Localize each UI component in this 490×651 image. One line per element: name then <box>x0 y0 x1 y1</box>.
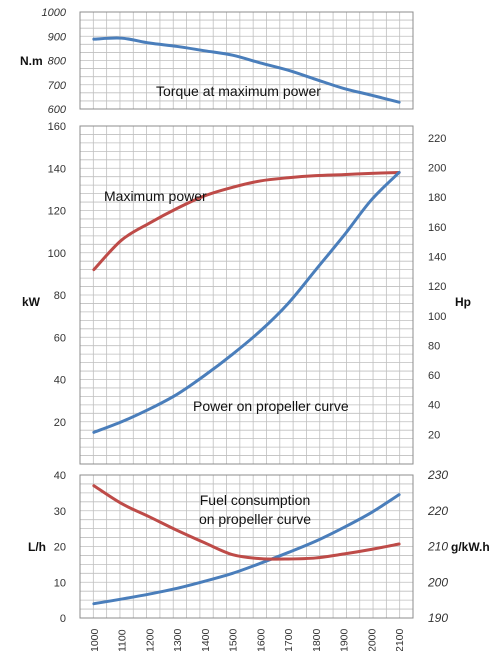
y2-tick-label-40: 40 <box>428 400 440 412</box>
power-grid <box>80 126 413 464</box>
y2-tick-label-200: 200 <box>427 575 448 589</box>
y-tick-label-140: 140 <box>48 163 66 175</box>
torque-unit-label: N.m <box>20 54 43 68</box>
y-tick-label-600: 600 <box>48 104 67 116</box>
y2-tick-label-20: 20 <box>428 429 440 441</box>
fuel-annotation-line2: on propeller curve <box>199 511 311 527</box>
torque-panel: 600 700 800 900 1000 N.m Torque at maximum p… <box>20 7 414 116</box>
y-tick-label-1000: 1000 <box>42 7 67 19</box>
fuel-lh-tick-labels: 0 10 20 30 40 <box>54 470 66 625</box>
x-tick-label-2100: 2100 <box>394 628 406 651</box>
x-tick-label-1900: 1900 <box>339 628 351 651</box>
torque-frame <box>79 11 414 110</box>
fuel-series <box>92 484 401 606</box>
y-tick-label-120: 120 <box>48 206 66 218</box>
x-tick-label-1600: 1600 <box>255 628 267 651</box>
rpm-tick-labels: 1000 1100 1200 1300 1400 1500 1600 1700 1800 1900… <box>89 628 406 651</box>
x-tick-label-2000: 2000 <box>366 628 378 651</box>
y2-tick-label-160: 160 <box>428 222 446 234</box>
torque-series <box>92 36 401 104</box>
torque-annotation: Torque at maximum power <box>156 83 321 99</box>
y-tick-label-40: 40 <box>54 470 66 482</box>
power-hp-unit-label: Hp <box>455 295 471 309</box>
y-tick-label-900: 900 <box>48 31 67 43</box>
y2-tick-label-60: 60 <box>428 370 440 382</box>
y-tick-label-160: 160 <box>48 121 66 133</box>
y2-tick-label-120: 120 <box>428 281 446 293</box>
torque-at-maximum-power-line <box>92 36 401 104</box>
y-tick-label-0: 0 <box>60 613 66 625</box>
fuel-consumption-on-propeller-curve-line <box>92 493 401 606</box>
y-tick-label-20: 20 <box>54 417 66 429</box>
power-series <box>92 170 401 434</box>
y2-tick-label-210: 210 <box>427 540 448 554</box>
y2-tick-label-220: 220 <box>428 133 446 145</box>
y2-tick-label-230: 230 <box>427 468 448 482</box>
max-power-annotation: Maximum power <box>104 188 207 204</box>
y-tick-label-60: 60 <box>54 332 66 344</box>
x-tick-label-1500: 1500 <box>228 628 240 651</box>
fuel-frame <box>79 474 414 619</box>
torque-y-tick-labels: 600 700 800 900 1000 <box>42 7 67 116</box>
y2-tick-label-190: 190 <box>428 611 448 625</box>
prop-power-annotation: Power on propeller curve <box>193 398 349 414</box>
power-panel: 20 40 60 80 100 120 140 160 20 40 60 80 100 120 140 16… <box>22 121 471 465</box>
maximum-power-line <box>92 170 401 272</box>
power-kw-tick-labels: 20 40 60 80 100 120 140 160 <box>48 121 66 429</box>
y-tick-label-100: 100 <box>48 248 66 260</box>
y-tick-label-30: 30 <box>54 506 66 518</box>
fuel-gkwh-unit-label: g/kW.h <box>451 540 490 554</box>
y2-tick-label-100: 100 <box>428 311 446 323</box>
y-tick-label-80: 80 <box>54 290 66 302</box>
x-tick-label-1100: 1100 <box>117 629 129 651</box>
x-tick-label-1300: 1300 <box>172 628 184 651</box>
y-tick-label-10: 10 <box>54 577 66 589</box>
x-tick-label-1400: 1400 <box>200 628 212 651</box>
power-hp-tick-labels: 20 40 60 80 100 120 140 160 180 200 220 <box>428 133 446 441</box>
y-tick-label-20: 20 <box>54 542 66 554</box>
power-kw-unit-label: kW <box>22 295 41 309</box>
g-kw-h-line <box>92 484 401 561</box>
fuel-gkwh-tick-labels: 190 200 210 220 230 <box>427 468 448 625</box>
x-tick-label-1800: 1800 <box>311 628 323 651</box>
y2-tick-label-200: 200 <box>428 163 446 175</box>
y-tick-label-700: 700 <box>48 80 67 92</box>
y-tick-label-40: 40 <box>54 375 66 387</box>
y2-tick-label-180: 180 <box>428 192 446 204</box>
y-tick-label-800: 800 <box>48 56 67 68</box>
x-tick-label-1700: 1700 <box>283 628 295 651</box>
fuel-panel: 0 10 20 30 40 190 200 210 220 230 1000 1100 1200 13… <box>28 468 490 651</box>
y2-tick-label-140: 140 <box>428 251 446 263</box>
x-tick-label-1200: 1200 <box>144 628 156 651</box>
power-frame <box>79 125 414 465</box>
fuel-lh-unit-label: L/h <box>28 540 46 554</box>
y2-tick-label-80: 80 <box>428 340 440 352</box>
x-tick-label-1000: 1000 <box>89 628 101 651</box>
y2-tick-label-220: 220 <box>427 504 448 518</box>
fuel-annotation-line1: Fuel consumption <box>200 492 311 508</box>
power-on-propeller-curve-line <box>92 170 401 434</box>
